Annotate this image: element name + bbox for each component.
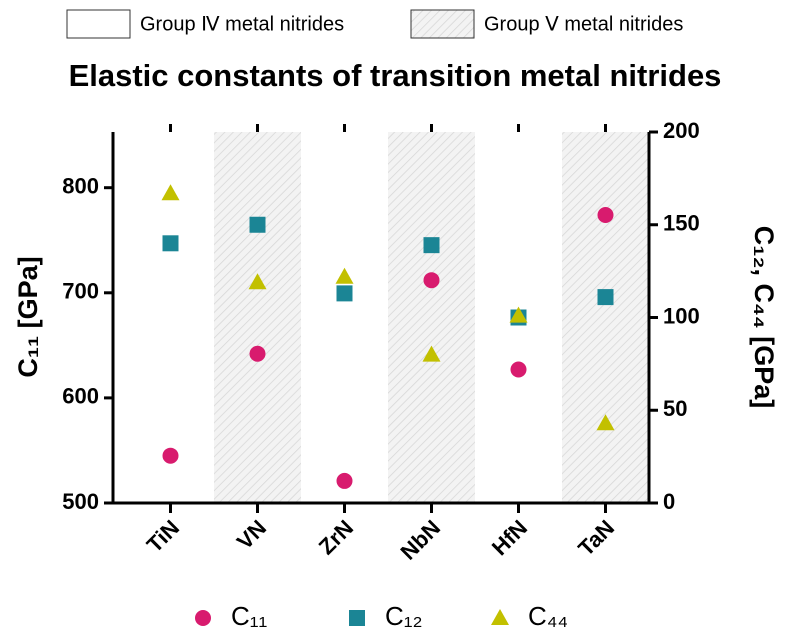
data-point [423, 272, 440, 289]
data-point [161, 184, 180, 201]
legend-marker [349, 610, 365, 626]
data-point [422, 345, 441, 362]
group-legend-swatch [410, 9, 475, 39]
data-point [596, 414, 615, 431]
x-tick-label: NbN [395, 515, 445, 565]
x-tick-label: ZrN [314, 515, 358, 559]
data-point [336, 285, 353, 302]
legend-marker [491, 609, 509, 625]
data-point [249, 216, 266, 233]
legend-marker [195, 610, 211, 626]
y-tick-label: 700 [62, 279, 99, 304]
x-tick-label: TaN [573, 515, 619, 561]
data-point [162, 447, 179, 464]
y-tick-label: 600 [62, 384, 99, 409]
legend-label: C₁₁ [231, 601, 268, 631]
x-tick-label: VN [232, 515, 271, 554]
y-axis-label: C₁₁ [GPa] [13, 256, 43, 377]
group-legend-swatch [66, 9, 131, 39]
group-legend-label: Group Ⅳ metal nitrides [140, 13, 344, 35]
y2-tick-label: 0 [663, 489, 675, 514]
y-tick-label: 800 [62, 174, 99, 199]
data-point [597, 207, 614, 224]
data-point [335, 267, 354, 284]
y2-tick-label: 100 [663, 303, 700, 328]
chart-title: Elastic constants of transition metal ni… [69, 58, 722, 93]
data-point [248, 273, 267, 290]
data-point [249, 345, 266, 362]
y-tick-label: 500 [62, 489, 99, 514]
y2-tick-label: 50 [663, 396, 687, 421]
group-legend-label: Group Ⅴ metal nitrides [484, 13, 683, 35]
legend-label: C₄₄ [528, 601, 568, 631]
group-band [562, 132, 649, 503]
data-point [336, 472, 353, 489]
group-band [388, 132, 475, 503]
data-point [162, 235, 179, 252]
x-tick-label: TiN [142, 515, 184, 557]
group-band [214, 132, 301, 503]
legend-label: C₁₂ [385, 601, 423, 631]
data-point [423, 237, 440, 254]
y2-tick-label: 150 [663, 211, 700, 236]
data-point [510, 361, 527, 378]
data-point [509, 306, 528, 323]
y2-axis-label: C₁₂, C₄₄ [GPa] [749, 226, 779, 408]
x-tick-label: HfN [487, 515, 532, 560]
data-point [597, 289, 614, 306]
y2-tick-label: 200 [663, 118, 700, 143]
